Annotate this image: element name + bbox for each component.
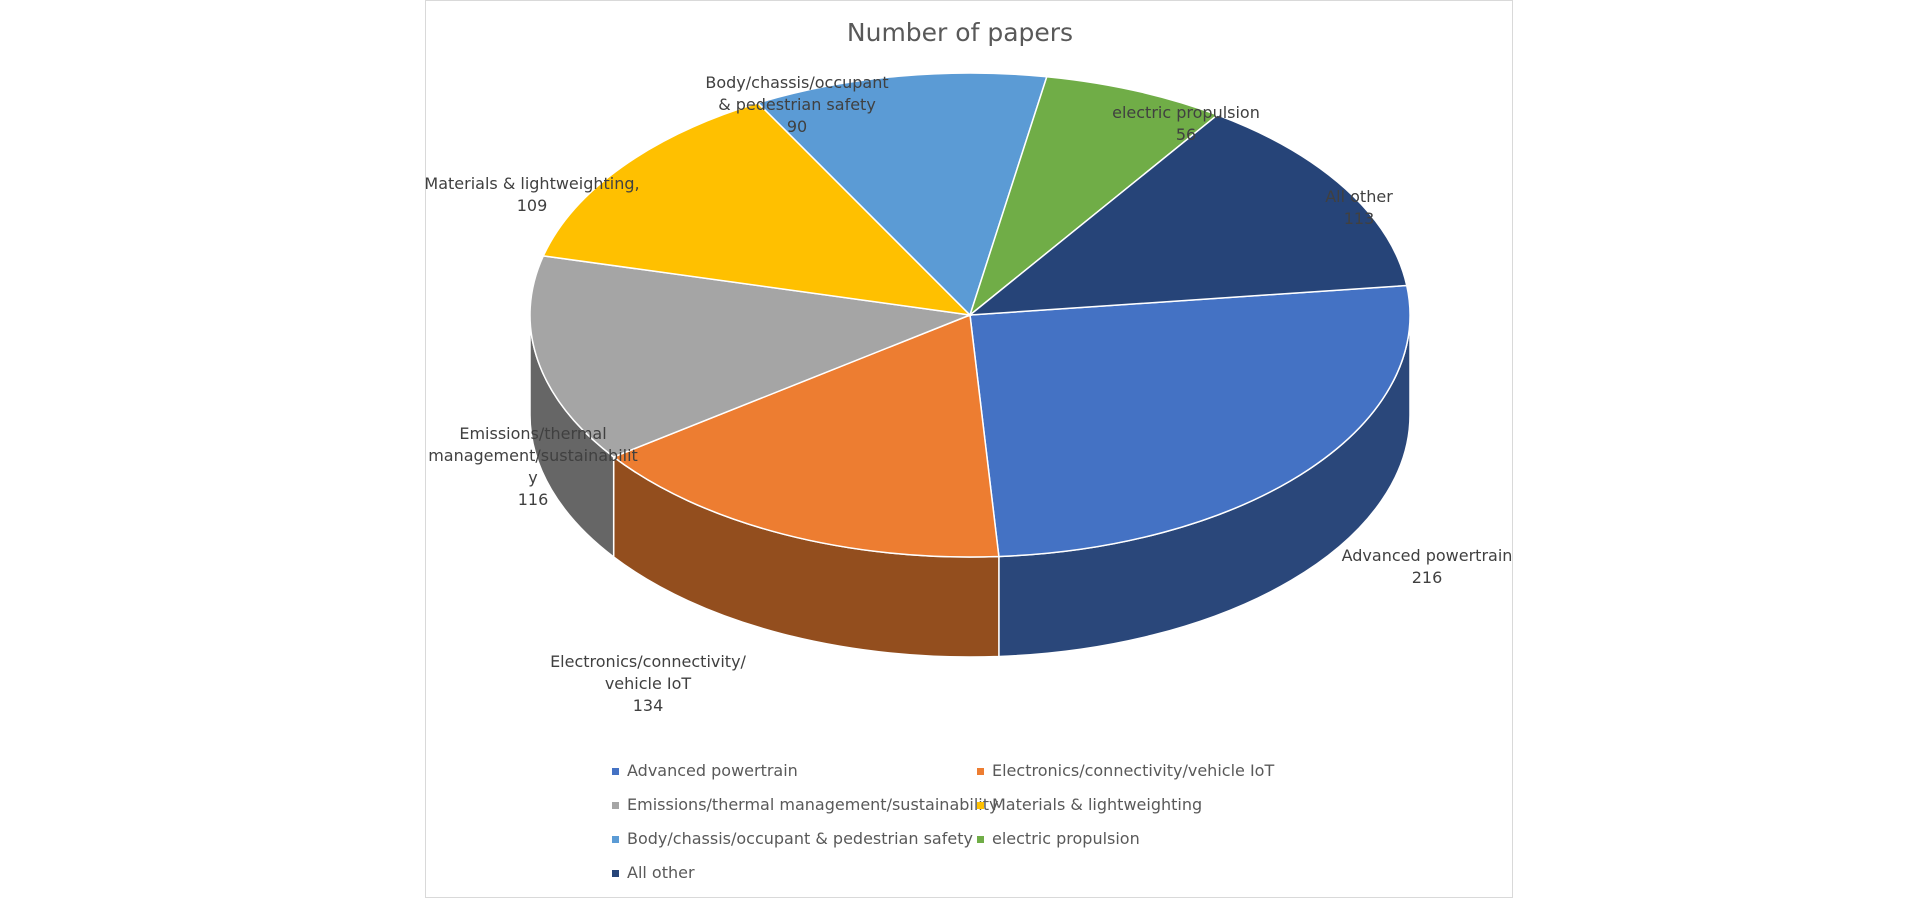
data-label: All other 113: [1299, 186, 1419, 230]
data-label-name: Body/chassis/occupant & pedestrian safet…: [705, 73, 889, 114]
data-label-value: 216: [1411, 568, 1443, 587]
legend-label: Advanced powertrain: [627, 761, 798, 780]
legend-label: Materials & lightweighting: [992, 795, 1203, 814]
data-label-name: Materials & lightweighting,: [424, 174, 640, 193]
slice: [756, 72, 1048, 317]
data-label-name: All other: [1325, 187, 1393, 206]
data-label: electric propulsion 56: [1086, 102, 1286, 146]
legend-marker: [612, 768, 619, 775]
legend-label: Body/chassis/occupant & pedestrian safet…: [627, 829, 973, 848]
legend-label: Emissions/thermal management/sustainabil…: [627, 795, 999, 814]
legend-marker: [977, 802, 984, 809]
slice: [967, 114, 1408, 316]
data-label-value: 109: [516, 196, 548, 215]
data-label-name: Electronics/connectivity/vehicle IoT: [550, 652, 746, 693]
legend-marker: [612, 836, 619, 843]
data-label: Materials & lightweighting, 109: [412, 173, 652, 217]
data-label-name: electric propulsion: [1112, 103, 1260, 122]
slice: [529, 255, 973, 458]
data-label: Emissions/thermal management/sustainabil…: [426, 423, 641, 511]
slice: [968, 75, 1219, 318]
chart-title: Number of papers: [846, 18, 1074, 47]
data-label-value: 134: [632, 696, 664, 715]
legend-marker: [977, 836, 984, 843]
data-label-value: 113: [1343, 209, 1375, 228]
legend-label: All other: [627, 863, 695, 882]
data-label-value: 90: [786, 117, 808, 136]
data-label-value: 116: [517, 490, 549, 509]
legend-item: Materials & lightweighting: [977, 795, 1202, 814]
data-label-name: Advanced powertrain: [1341, 546, 1513, 565]
legend-item: electric propulsion: [977, 829, 1140, 848]
legend-item: Advanced powertrain: [612, 761, 798, 780]
data-label: Body/chassis/occupant & pedestrian safet…: [697, 72, 897, 138]
slice: [969, 284, 1411, 558]
legend-item: Emissions/thermal management/sustainabil…: [612, 795, 998, 814]
legend-marker: [612, 802, 619, 809]
legend-label: Electronics/connectivity/vehicle IoT: [992, 761, 1275, 780]
data-label-name: Emissions/thermal management/sustainabil…: [428, 424, 638, 487]
data-label-value: 56: [1175, 125, 1197, 144]
data-label: Electronics/connectivity/vehicle IoT 134: [546, 651, 751, 717]
legend-label: electric propulsion: [992, 829, 1140, 848]
legend-item: All other: [612, 863, 695, 882]
legend-marker: [977, 768, 984, 775]
legend-item: Body/chassis/occupant & pedestrian safet…: [612, 829, 973, 848]
chart-frame: [425, 0, 1513, 898]
legend-marker: [612, 870, 619, 877]
slice: [542, 102, 973, 317]
data-label: Advanced powertrain 216: [1327, 545, 1527, 589]
slice: [612, 313, 1000, 558]
legend-item: Electronics/connectivity/vehicle IoT: [977, 761, 1274, 780]
